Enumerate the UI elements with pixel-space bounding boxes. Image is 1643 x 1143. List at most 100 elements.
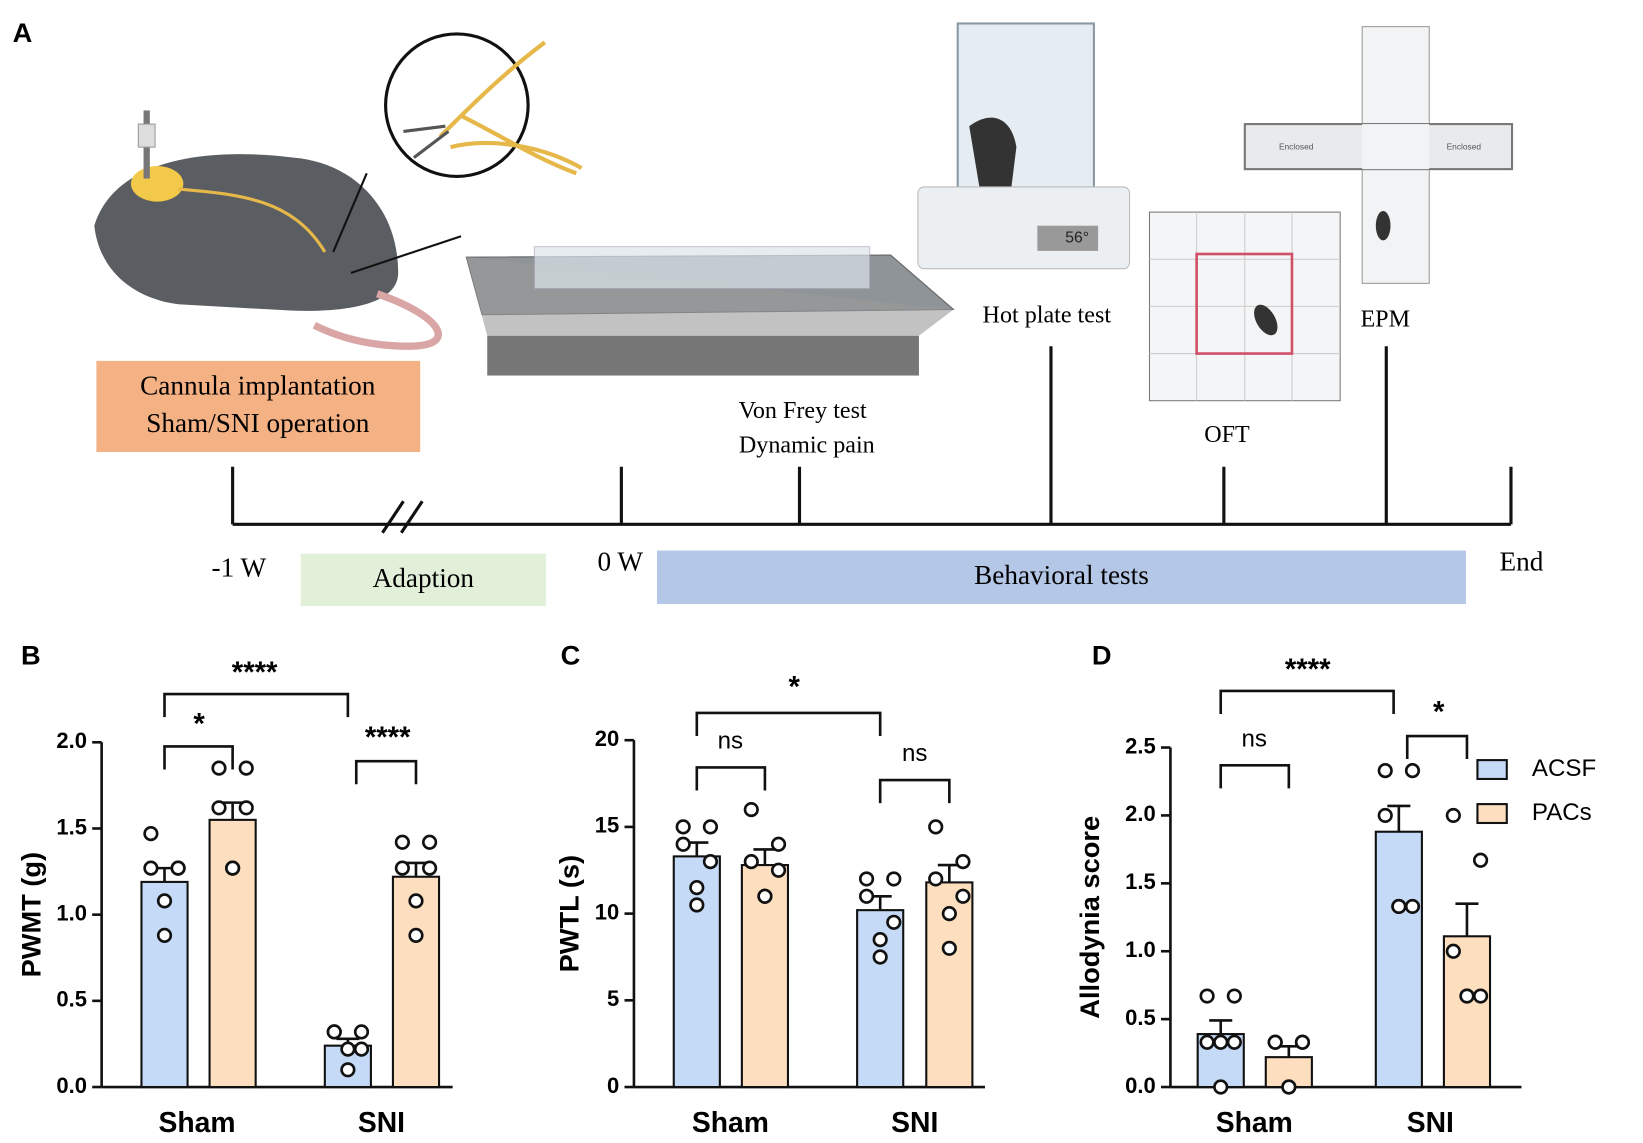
data-point <box>211 760 227 776</box>
label: End <box>1500 546 1544 576</box>
error-bar <box>753 848 777 866</box>
bar <box>1374 830 1423 1089</box>
data-point <box>702 819 719 835</box>
y-tick-label: 2.0 <box>56 728 87 753</box>
label: -1 W <box>212 553 267 583</box>
data-point <box>1404 898 1421 915</box>
data-point <box>1213 1079 1229 1095</box>
schematic: A Cannula implantation Sham/SNI operatio… <box>13 17 1544 607</box>
data-point <box>872 932 888 948</box>
adaption-box <box>300 553 546 607</box>
data-point <box>1226 1034 1242 1050</box>
x-tick-label: Sham <box>158 1106 235 1138</box>
significance-bracket <box>1405 734 1469 760</box>
data-point <box>211 800 227 816</box>
significance-label: * <box>1433 696 1445 729</box>
y-tick-label: 15 <box>595 813 619 838</box>
significance-label: ns <box>1242 726 1267 753</box>
data-point <box>941 906 957 922</box>
error-bar <box>1455 902 1479 937</box>
significance-bracket <box>878 778 951 804</box>
data-point <box>1199 988 1215 1004</box>
data-point <box>1267 1034 1283 1050</box>
y-tick-label: 0 <box>607 1073 619 1098</box>
data-point <box>408 893 424 909</box>
data-point <box>872 949 888 965</box>
data-point <box>1226 988 1242 1004</box>
y-tick-label: 1.0 <box>56 900 87 925</box>
y-tick-label: 2.5 <box>1125 733 1156 758</box>
legend-swatch <box>1476 803 1508 825</box>
y-tick-label: 10 <box>595 899 619 924</box>
data-point <box>225 860 241 876</box>
label: Von Frey test <box>739 398 867 424</box>
data-point <box>689 880 705 896</box>
data-point <box>770 836 787 852</box>
data-point <box>1391 898 1407 915</box>
data-point <box>1294 1034 1311 1050</box>
y-axis-title: PWTL (s) <box>553 855 584 973</box>
temperature: 56° <box>1065 229 1089 246</box>
hot-plate-illustration: 56° <box>917 22 1131 270</box>
data-point <box>326 1024 342 1040</box>
data-point <box>1472 988 1489 1004</box>
y-tick-label: 5 <box>607 986 619 1011</box>
data-point <box>394 834 410 850</box>
data-point <box>394 860 410 876</box>
data-point <box>1459 988 1475 1004</box>
data-point <box>238 760 254 776</box>
data-point <box>858 888 875 904</box>
bar <box>208 818 257 1089</box>
mouse-illustration <box>94 32 583 350</box>
error-bar <box>1387 804 1411 832</box>
data-point <box>1213 1034 1229 1050</box>
error-bar <box>404 861 428 877</box>
significance-label: * <box>193 707 205 740</box>
legend-label: ACSF <box>1532 755 1596 782</box>
data-point <box>928 871 944 887</box>
data-point <box>675 836 691 852</box>
label: OFT <box>1204 422 1250 448</box>
significance-label: ns <box>902 740 927 767</box>
significance-bracket <box>695 711 882 737</box>
data-point <box>340 1062 356 1078</box>
significance-label: * <box>789 671 801 704</box>
data-point <box>702 853 719 870</box>
y-tick-label: 1.5 <box>1125 869 1156 894</box>
y-axis-title: PWMT (g) <box>16 852 47 978</box>
data-point <box>886 914 902 930</box>
panel-label: B <box>21 640 41 671</box>
data-point <box>928 819 944 835</box>
error-bar <box>221 801 245 820</box>
data-point <box>858 871 875 887</box>
data-point <box>1199 1034 1215 1050</box>
data-point <box>1472 852 1489 868</box>
data-point <box>770 862 787 878</box>
legend-label: PACs <box>1532 799 1592 826</box>
bar <box>140 880 189 1089</box>
bar <box>925 881 974 1089</box>
data-point <box>1445 943 1461 959</box>
label: Sham/SNI operation <box>146 408 370 438</box>
panel-label: D <box>1092 640 1112 671</box>
data-point <box>1404 763 1421 779</box>
significance-label: **** <box>365 721 411 754</box>
data-point <box>757 888 773 904</box>
y-tick-label: 20 <box>595 726 619 751</box>
significance-bracket <box>695 766 767 791</box>
significance-bracket <box>1219 764 1291 789</box>
data-point <box>955 853 971 870</box>
label: EPM <box>1360 307 1410 333</box>
data-point <box>408 927 424 943</box>
data-point <box>941 940 957 956</box>
significance-bracket <box>163 692 350 718</box>
oft-illustration <box>1148 211 1341 402</box>
bar <box>1442 935 1492 1089</box>
label: Enclosed <box>1447 141 1482 151</box>
y-tick-label: 1.0 <box>1125 937 1156 962</box>
data-point <box>156 893 173 909</box>
significance-bracket <box>163 745 234 770</box>
x-tick-label: SNI <box>358 1106 405 1138</box>
data-point <box>156 927 173 943</box>
significance-bracket <box>1219 689 1395 715</box>
